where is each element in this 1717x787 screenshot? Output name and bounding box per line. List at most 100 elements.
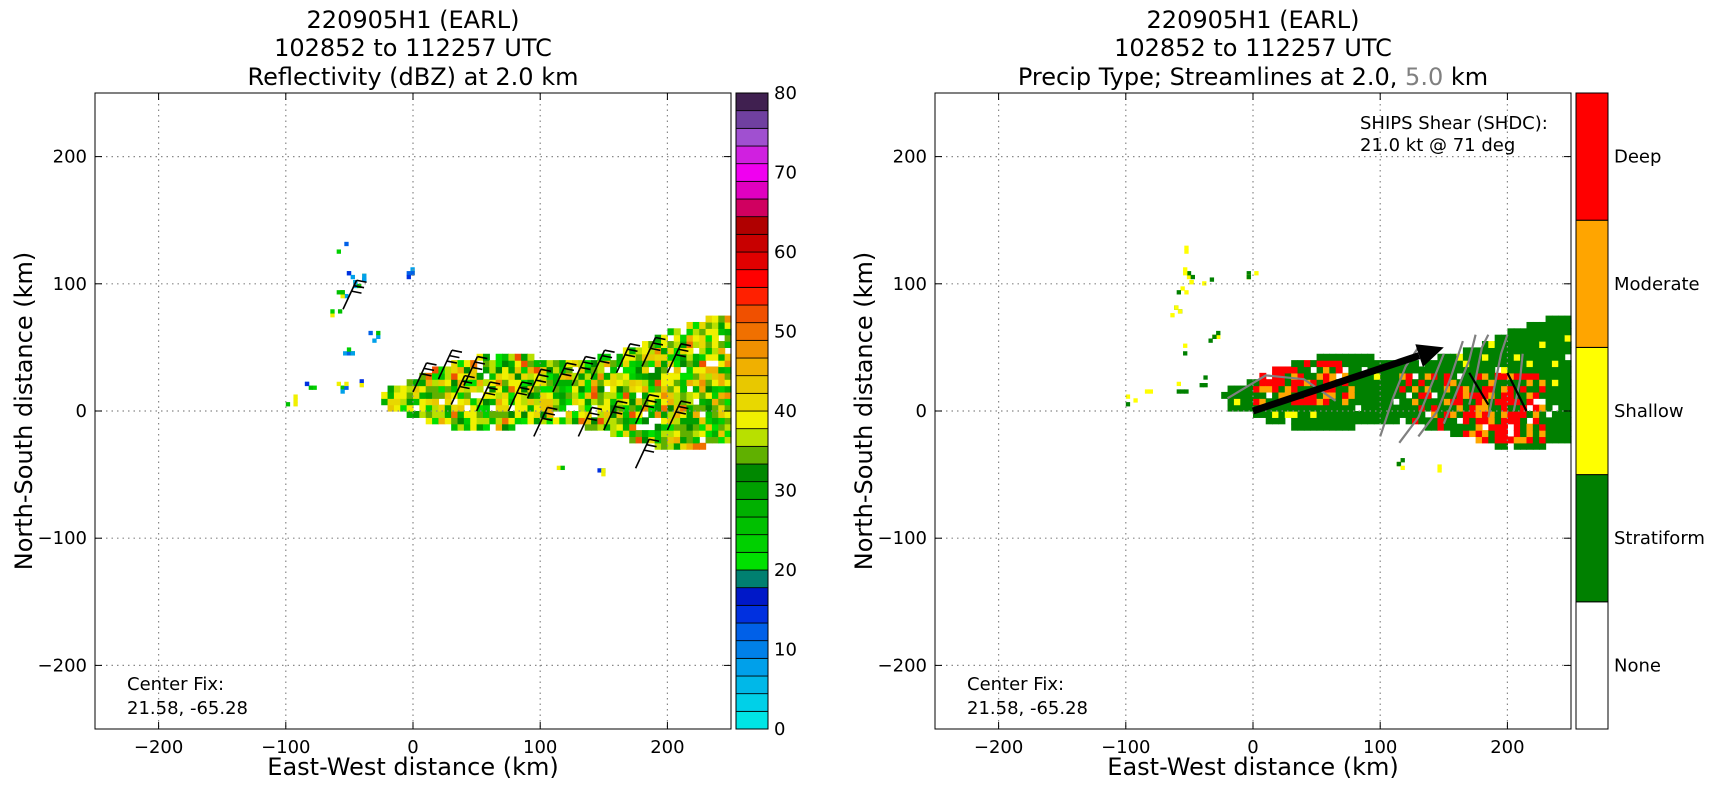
echo-cell — [692, 404, 700, 412]
echo-cell — [425, 391, 433, 399]
echo-cell — [1494, 423, 1502, 431]
echo-cell — [1443, 391, 1451, 399]
echo-cell — [603, 423, 611, 431]
echo-cell — [1564, 321, 1572, 329]
echo-cell — [400, 385, 408, 393]
echo-cell — [444, 411, 452, 418]
echo-cell — [1424, 372, 1432, 380]
echo-cell — [1513, 417, 1521, 425]
colorbar-bin — [735, 163, 769, 182]
echo-cell — [1481, 360, 1489, 368]
echo-cell — [667, 372, 675, 380]
echo-cell — [584, 417, 592, 425]
echo-cell — [584, 398, 592, 406]
echo-cell — [560, 465, 565, 471]
echo-cell — [444, 372, 452, 380]
echo-cell — [1272, 385, 1280, 393]
echo-cell — [654, 436, 662, 444]
echo-cell — [610, 391, 618, 399]
echo-cell — [514, 372, 522, 380]
echo-cell — [1272, 411, 1280, 418]
echo-cell — [1361, 360, 1369, 368]
echo-cell — [1558, 315, 1566, 323]
echo-cell — [1456, 360, 1464, 368]
echo-cell — [673, 436, 681, 444]
echo-cell — [1367, 404, 1375, 412]
echo-cell — [521, 353, 529, 361]
echo-cell — [1469, 347, 1477, 355]
echo-cell — [1310, 411, 1318, 418]
echo-cell — [552, 398, 560, 406]
echo-cell — [1551, 334, 1559, 342]
left-title: 220905H1 (EARL)102852 to 112257 UTCRefle… — [248, 6, 579, 91]
echo-cell — [686, 341, 694, 348]
echo-cell — [1437, 411, 1445, 418]
echo-cell — [610, 366, 618, 374]
echo-cell — [1526, 341, 1534, 348]
echo-cell — [1240, 391, 1248, 399]
echo-cell — [1494, 353, 1502, 361]
echo-cell — [591, 385, 599, 393]
echo-cell — [1551, 379, 1559, 387]
wind-barb — [571, 355, 596, 386]
echo-cell — [1342, 417, 1349, 425]
echo-cell — [680, 372, 688, 380]
echo-cell — [724, 321, 732, 329]
precip-type-colorbar: None Stratiform Shallow Moderate Deep — [1575, 92, 1705, 730]
echo-cell — [1184, 245, 1189, 250]
echo-cell — [1520, 417, 1528, 425]
barb-flag — [484, 392, 496, 396]
echo-cell — [603, 398, 611, 406]
echo-cell — [438, 417, 446, 425]
echo-cell — [578, 372, 586, 380]
barb-flag — [680, 400, 692, 404]
echo-cell — [1513, 411, 1521, 418]
echo-cell — [629, 385, 637, 393]
echo-cell — [362, 277, 367, 282]
barb-flag — [451, 349, 463, 353]
echo-cell — [1520, 411, 1528, 418]
echo-cell — [482, 379, 490, 387]
echo-cell — [432, 398, 440, 406]
echo-cell — [686, 360, 694, 368]
echo-cell — [451, 372, 459, 380]
barb-flag — [540, 368, 552, 373]
echo-cell — [1233, 391, 1241, 399]
echo-cell — [661, 417, 668, 425]
echo-cell — [711, 366, 719, 374]
echo-cell — [1481, 385, 1489, 393]
barb-flag — [423, 367, 435, 372]
echo-cell — [1405, 398, 1413, 406]
center-fix-value: 21.58, -65.28 — [967, 698, 1088, 719]
echo-cell — [673, 423, 681, 431]
echo-cell — [1133, 398, 1138, 403]
echo-cell — [724, 436, 732, 444]
colorbar-tick-label: 40 — [774, 401, 797, 422]
echo-cell — [533, 398, 541, 406]
echo-cell — [1558, 353, 1566, 361]
echo-cell — [601, 472, 606, 477]
echo-cell — [559, 360, 567, 368]
echo-cell — [457, 411, 465, 418]
echo-cell — [1558, 379, 1566, 387]
echo-cell — [1291, 385, 1299, 393]
colorbar-tick-label: 20 — [774, 560, 797, 581]
echo-cell — [495, 360, 503, 368]
echo-cell — [463, 366, 471, 374]
echo-cell — [648, 372, 656, 380]
echo-cell — [495, 353, 503, 361]
colorbar-tick-label: 70 — [774, 163, 797, 184]
echo-cell — [1551, 353, 1559, 361]
echo-cell — [578, 417, 586, 425]
echo-cell — [692, 372, 700, 380]
echo-cell — [686, 372, 694, 380]
echo-cell — [1361, 379, 1369, 387]
echo-cell — [559, 379, 567, 387]
echo-cell — [1203, 383, 1208, 388]
echo-cell — [285, 402, 291, 407]
echo-cell — [1558, 328, 1566, 336]
barb-flag — [521, 381, 533, 385]
barb-flag — [599, 360, 610, 364]
echo-cell — [406, 398, 414, 406]
echo-cell — [1221, 391, 1229, 399]
